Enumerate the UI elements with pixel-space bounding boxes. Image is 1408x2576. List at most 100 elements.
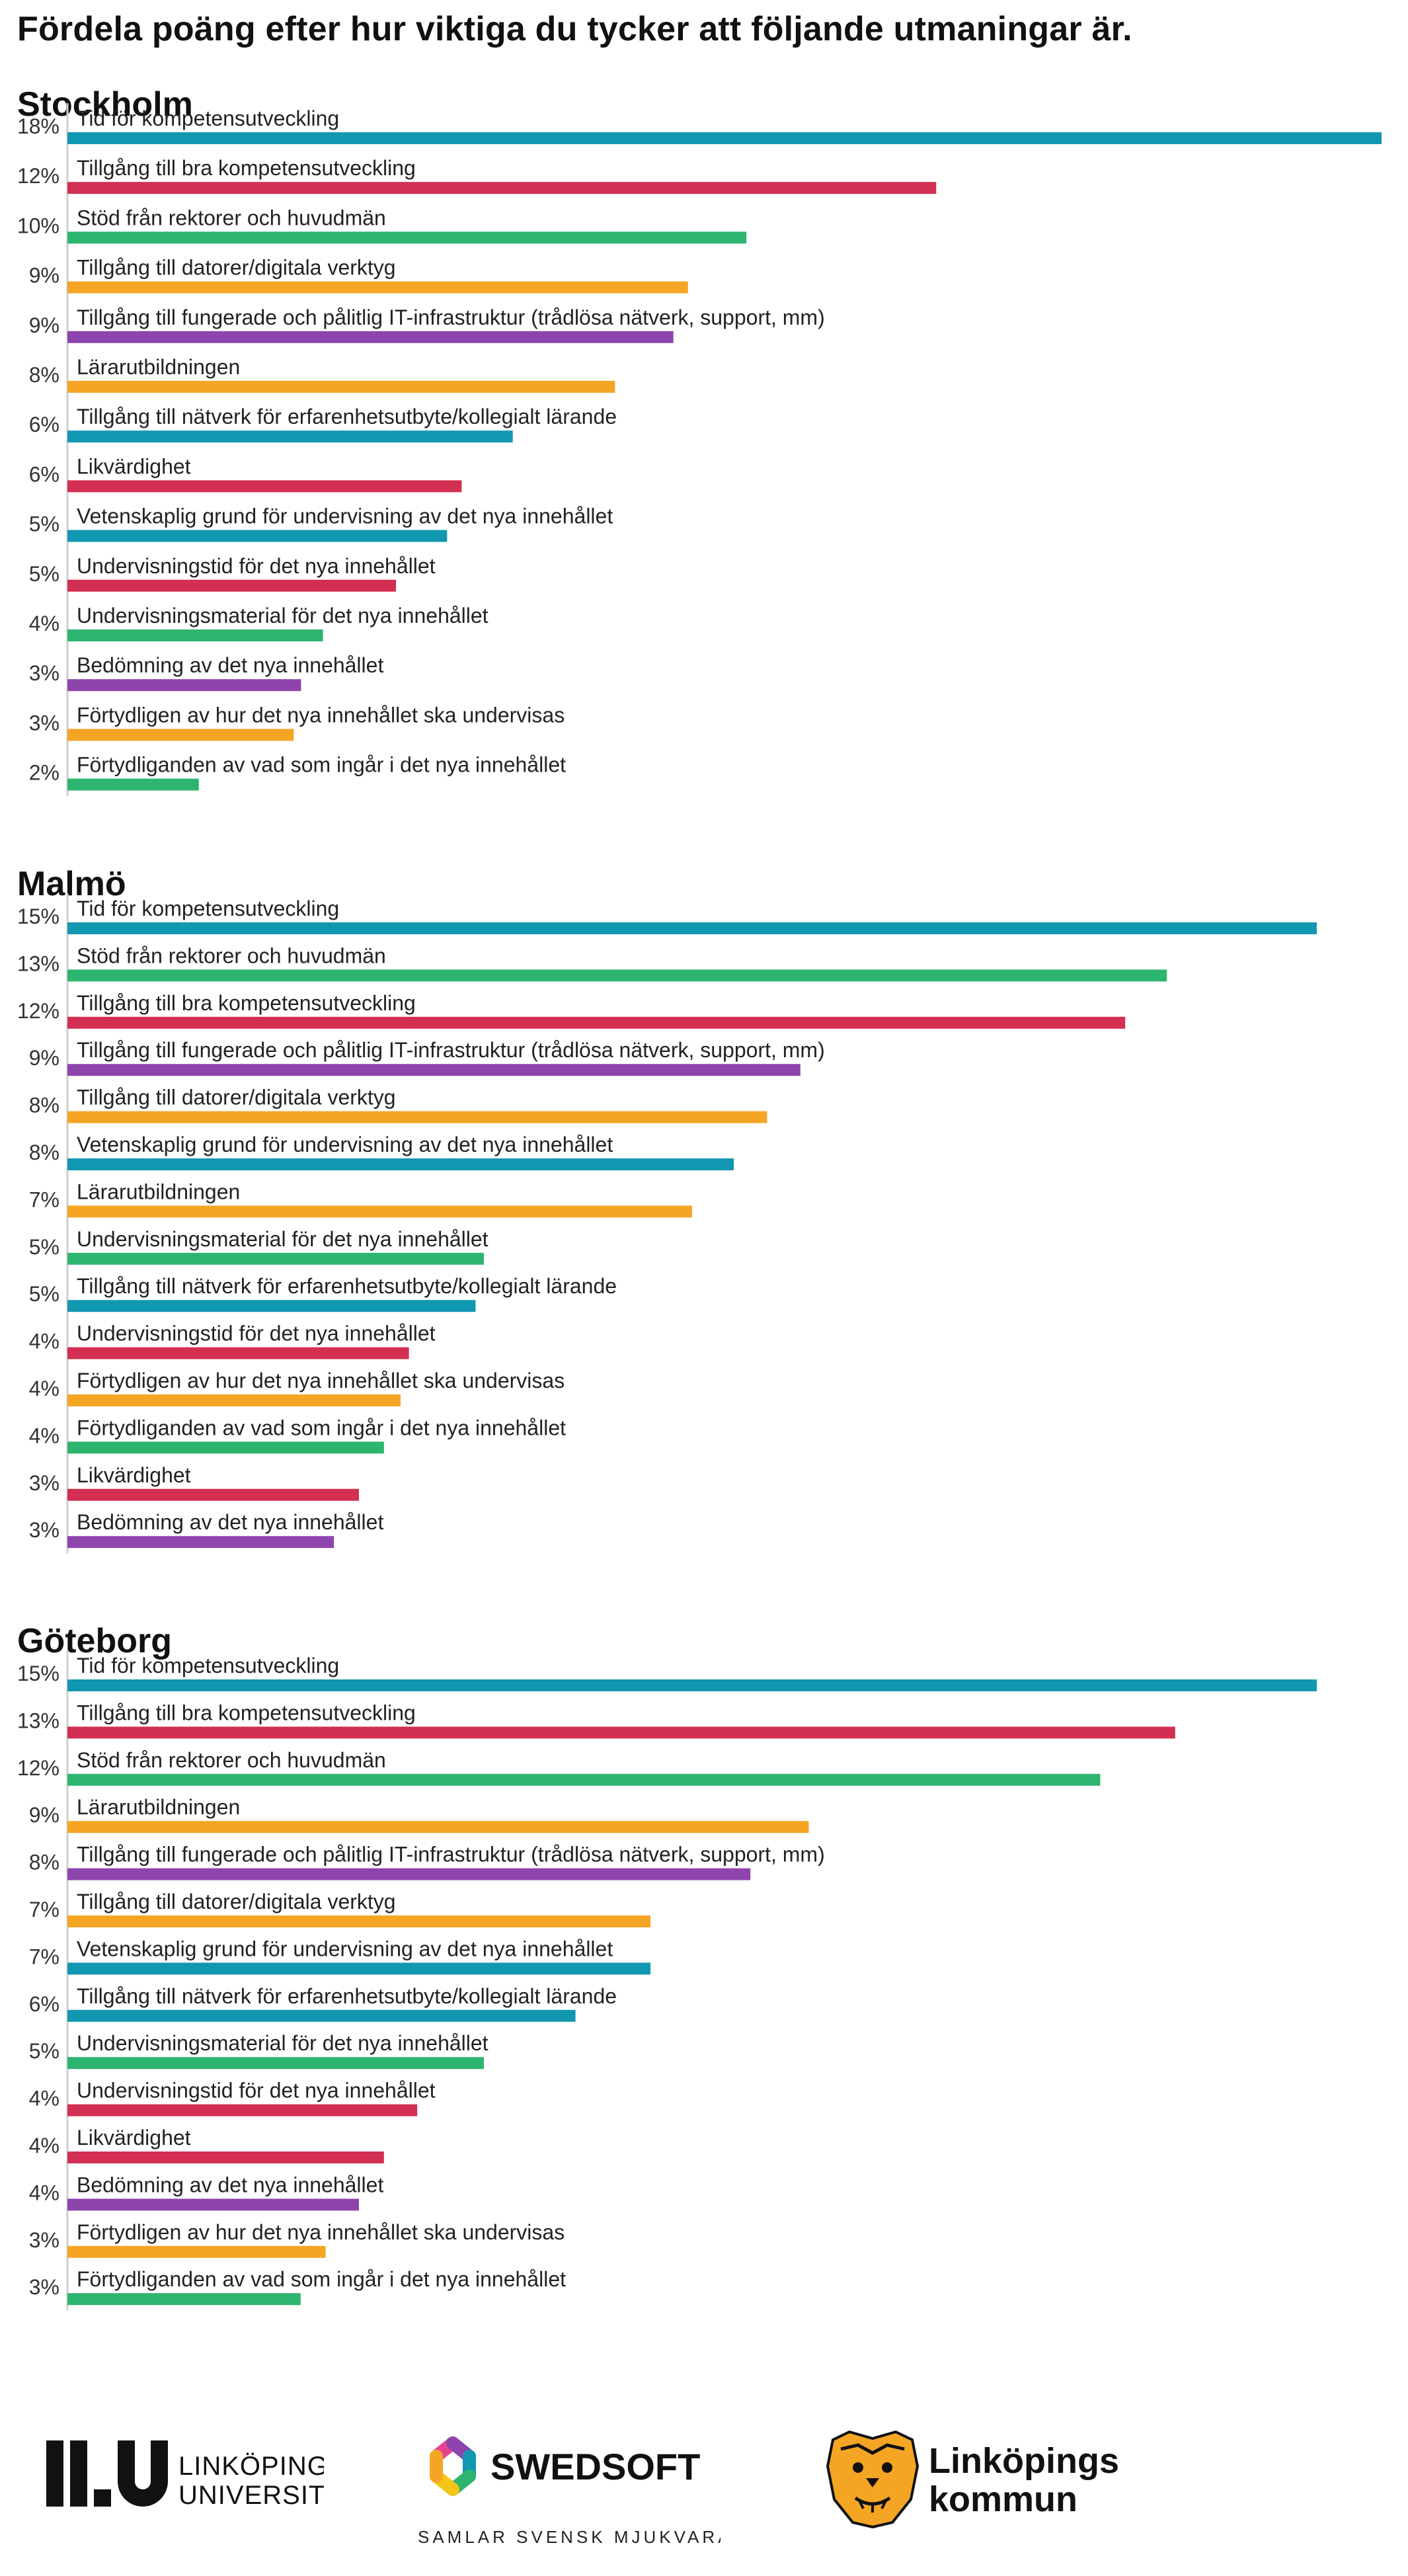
bar-category-label: Undervisningstid för det nya innehållet — [77, 1322, 436, 1346]
bar — [67, 922, 1317, 934]
bar-percent-label: 5% — [29, 1282, 59, 1306]
bar-category-label: Tillgång till fungerade och pålitlig IT-… — [77, 305, 825, 329]
bar-category-label: Tid för kompetensutveckling — [77, 897, 339, 920]
bar-percent-label: 5% — [29, 512, 59, 536]
bar-percent-label: 3% — [29, 661, 59, 685]
bar-category-label: Vetenskaplig grund för undervisning av d… — [77, 504, 613, 528]
bar-percent-label: 18% — [17, 114, 59, 138]
section-stockholm: Stockholm 18% Tid för kompetensutveckling… — [0, 79, 1408, 846]
bar — [67, 1158, 734, 1170]
bar-percent-label: 12% — [17, 1756, 59, 1780]
bar-category-label: Förtydliganden av vad som ingår i det ny… — [77, 2267, 566, 2291]
bar — [67, 729, 294, 741]
bar-percent-label: 12% — [17, 164, 59, 188]
swedsoft-logo: SWEDSOFT SAMLAR SVENSK MJUKVARA — [418, 2436, 721, 2547]
bar-category-label: Likvärdighet — [77, 2126, 191, 2150]
bar — [67, 530, 448, 542]
bar-percent-label: 5% — [29, 562, 59, 586]
bar-percent-label: 6% — [29, 462, 59, 486]
bar — [67, 579, 396, 592]
bar-percent-label: 4% — [29, 2134, 59, 2157]
bar-percent-label: 6% — [29, 413, 59, 436]
bar — [67, 1773, 1101, 1786]
section-malmo: Malmö 15% Tid för kompetensutveckling 13% S… — [0, 863, 1408, 1597]
bar-percent-label: 7% — [29, 1945, 59, 1968]
bar-category-label: Lärarutbildningen — [77, 1795, 240, 1819]
bar-category-label: Tid för kompetensutveckling — [77, 1654, 339, 1677]
bar-percent-label: 4% — [29, 1377, 59, 1400]
bar-percent-label: 4% — [29, 2181, 59, 2204]
bar-chart-stockholm: 18% Tid för kompetensutveckling 12% Tillgån… — [17, 103, 1382, 796]
bar — [67, 2152, 384, 2163]
bar-category-label: Tillgång till bra kompetensutveckling — [77, 991, 416, 1015]
bar-percent-label: 4% — [29, 612, 59, 635]
bar-percent-label: 4% — [29, 2087, 59, 2111]
bar — [67, 969, 1167, 982]
bar-category-label: Tillgång till bra kompetensutveckling — [77, 1701, 416, 1724]
bar — [67, 231, 747, 244]
bar-percent-label: 7% — [29, 1898, 59, 1921]
bar — [67, 430, 513, 443]
bar-percent-label: 7% — [29, 1187, 59, 1211]
bar-percent-label: 8% — [29, 1141, 59, 1164]
bar-percent-label: 9% — [29, 1046, 59, 1070]
bar-category-label: Stöd från rektorer och huvudmän — [77, 1748, 386, 1772]
bar — [67, 2293, 301, 2306]
bar-category-label: Tillgång till bra kompetensutveckling — [77, 156, 416, 180]
bar-percent-label: 3% — [29, 1471, 59, 1495]
bar-category-label: Förtydliganden av vad som ingår i det ny… — [77, 1416, 566, 1439]
bar — [67, 381, 615, 393]
bar-category-label: Tillgång till fungerade och pålitlig IT-… — [77, 1038, 825, 1062]
bar-category-label: Vetenskaplig grund för undervisning av d… — [77, 1937, 613, 1960]
bar-percent-label: 9% — [29, 1803, 59, 1827]
linkoping-kommun-logo: Linköpings kommun — [826, 2430, 1119, 2529]
bar — [67, 1726, 1175, 1739]
bar — [67, 1064, 801, 1076]
bar-chart-goteborg: 15% Tid för kompetensutveckling 13% Tillgån… — [17, 1650, 1317, 2311]
bar-category-label: Tillgång till fungerade och pålitlig IT-… — [77, 1843, 825, 1867]
bar — [67, 1394, 401, 1406]
swedsoft-mark-icon — [430, 2436, 476, 2496]
bar-category-label: Förtydliganden av vad som ingår i det ny… — [77, 753, 566, 777]
bar-category-label: Förtydligen av hur det nya innehållet sk… — [77, 703, 565, 727]
bar-percent-label: 15% — [17, 1662, 59, 1685]
bar — [67, 331, 674, 343]
page-title: Fördela poäng efter hur viktiga du tycke… — [17, 10, 1132, 48]
bar-percent-label: 8% — [29, 363, 59, 387]
footer-logos: LINKÖPINGS UNIVERSITET SWEDSOFT SAMLAR S… — [0, 2407, 1408, 2565]
bar-percent-label: 10% — [17, 214, 59, 237]
bar-category-label: Undervisningstid för det nya innehållet — [77, 554, 436, 578]
bar-percent-label: 4% — [29, 1424, 59, 1447]
bar-category-label: Tillgång till datorer/digitala verktyg — [77, 1890, 396, 1913]
bar — [67, 2009, 576, 2022]
liu-logo: LINKÖPINGS UNIVERSITET — [46, 2440, 324, 2510]
bar — [67, 2198, 359, 2211]
bar-category-label: Tillgång till datorer/digitala verktyg — [77, 1086, 396, 1109]
bar — [67, 778, 199, 791]
bar — [67, 1252, 484, 1265]
bar-category-label: Likvärdighet — [77, 454, 191, 478]
bar-percent-label: 15% — [17, 905, 59, 928]
bar-category-label: Stöd från rektorer och huvudmän — [77, 944, 386, 967]
bar — [67, 1536, 334, 1549]
swedsoft-name: SWEDSOFT — [490, 2446, 700, 2487]
bar — [67, 1111, 767, 1123]
liu-line1: LINKÖPINGS — [178, 2452, 324, 2481]
bar-category-label: Tid för kompetensutveckling — [77, 106, 339, 130]
bar-percent-label: 6% — [29, 1992, 59, 2016]
bar-percent-label: 13% — [17, 1709, 59, 1732]
bar-category-label: Tillgång till nätverk för erfarenhetsutb… — [77, 1984, 617, 2008]
bar-percent-label: 9% — [29, 264, 59, 288]
bar-category-label: Stöd från rektorer och huvudmän — [77, 206, 386, 229]
bar-percent-label: 12% — [17, 999, 59, 1023]
bar — [67, 1441, 384, 1454]
bar-category-label: Bedömning av det nya innehållet — [77, 1510, 383, 1534]
bar-percent-label: 4% — [29, 1330, 59, 1353]
bar-category-label: Förtydligen av hur det nya innehållet sk… — [77, 2220, 565, 2244]
bar — [67, 1868, 751, 1880]
section-title: Malmö — [17, 865, 126, 903]
bar-category-label: Tillgång till datorer/digitala verktyg — [77, 256, 396, 280]
bar-percent-label: 3% — [29, 1518, 59, 1542]
bar-percent-label: 8% — [29, 1094, 59, 1117]
bar — [67, 1347, 409, 1359]
